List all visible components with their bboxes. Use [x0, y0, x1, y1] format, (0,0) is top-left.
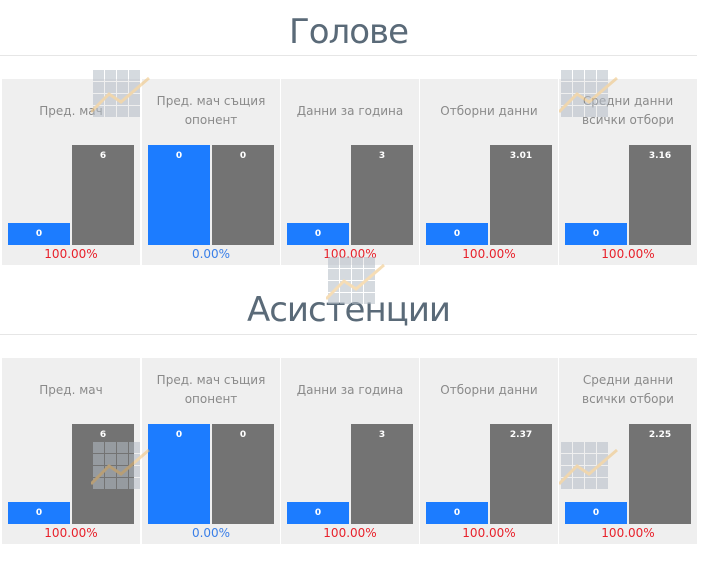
bar-line-chart-icon — [91, 70, 150, 117]
bar-gray: 6 — [72, 145, 134, 245]
chart-panel: Данни за година 0 3 100.00% — [281, 79, 419, 265]
chart-panel: Данни за година 0 3 100.00% — [281, 358, 419, 544]
bar-value-label: 0 — [35, 229, 43, 239]
divider — [0, 55, 697, 56]
bar-value-label: 0 — [592, 229, 600, 239]
bar-blue: 0 — [565, 502, 627, 524]
section-title: Голове — [288, 12, 409, 52]
bar-blue: 0 — [565, 223, 627, 245]
percent-label: 0.00% — [191, 526, 231, 540]
chart-panel: Отборни данни 0 3.01 100.00% — [420, 79, 558, 265]
chart-panel: Отборни данни 0 2.37 100.00% — [420, 358, 558, 544]
percent-label: 0.00% — [191, 247, 231, 261]
panel-label: Данни за година — [296, 103, 404, 118]
percent-label: 100.00% — [462, 526, 516, 540]
bar-blue: 0 — [287, 223, 349, 245]
bar-line-chart-icon — [559, 70, 618, 117]
panel-label: Средни данни всички отбори — [582, 373, 674, 406]
bar-value-label: 3 — [378, 151, 386, 161]
percent-label: 100.00% — [44, 247, 98, 261]
bar-value-label: 0 — [239, 151, 247, 161]
bar-gray: 3.01 — [490, 145, 552, 245]
bar-gray: 3.16 — [629, 145, 691, 245]
bar-value-label: 0 — [453, 508, 461, 518]
bar-line-chart-icon — [326, 257, 385, 304]
bar-blue: 0 — [426, 502, 488, 524]
bar-value-label: 6 — [99, 430, 107, 440]
bar-blue: 0 — [8, 223, 70, 245]
bar-line-chart-icon — [91, 442, 150, 489]
panel-row: Пред. мач 0 6 100.00% Пред. мач същия опонен… — [2, 79, 697, 265]
bar-value-label: 6 — [99, 151, 107, 161]
chart-panel: Средни данни всички отбори 0 3.16 100.00% — [559, 79, 697, 265]
bar-gray: 0 — [212, 424, 274, 524]
bar-gray: 2.25 — [629, 424, 691, 524]
percent-label: 100.00% — [323, 526, 377, 540]
panel-label: Отборни данни — [440, 382, 538, 397]
bar-gray: 3 — [351, 424, 413, 524]
bar-gray: 0 — [212, 145, 274, 245]
bar-value-label: 0 — [35, 508, 43, 518]
panel-label: Пред. мач същия опонент — [156, 373, 266, 406]
bar-blue: 0 — [148, 424, 210, 524]
percent-label: 100.00% — [601, 247, 655, 261]
bar-value-label: 0 — [314, 508, 322, 518]
bar-blue: 0 — [148, 145, 210, 245]
percent-label: 100.00% — [44, 526, 98, 540]
bar-gray: 2.37 — [490, 424, 552, 524]
panel-label: Отборни данни — [440, 103, 538, 118]
bar-blue: 0 — [287, 502, 349, 524]
panel-label: Пред. мач — [39, 382, 103, 397]
panel-label: Пред. мач — [39, 103, 103, 118]
bar-value-label: 0 — [175, 430, 183, 440]
chart-panel: Пред. мач същия опонент 0 0 0.00% — [142, 79, 280, 265]
bar-blue: 0 — [8, 502, 70, 524]
bar-value-label: 0 — [314, 229, 322, 239]
bar-line-chart-icon — [559, 442, 618, 489]
panel-label: Данни за година — [296, 382, 404, 397]
percent-label: 100.00% — [462, 247, 516, 261]
bar-gray: 3 — [351, 145, 413, 245]
bar-value-label: 0 — [592, 508, 600, 518]
bar-value-label: 3 — [378, 430, 386, 440]
bar-blue: 0 — [426, 223, 488, 245]
bar-value-label: 3.16 — [648, 151, 672, 161]
bar-value-label: 0 — [175, 151, 183, 161]
bar-value-label: 2.37 — [509, 430, 533, 440]
percent-label: 100.00% — [601, 526, 655, 540]
bar-value-label: 2.25 — [648, 430, 672, 440]
bar-value-label: 0 — [239, 430, 247, 440]
chart-panel: Пред. мач същия опонент 0 0 0.00% — [142, 358, 280, 544]
bar-value-label: 0 — [453, 229, 461, 239]
panel-row: Пред. мач 0 6 100.00% Пред. мач същия опонен… — [2, 358, 697, 544]
bar-value-label: 3.01 — [509, 151, 533, 161]
panel-label: Пред. мач същия опонент — [156, 94, 266, 127]
divider — [0, 334, 697, 335]
